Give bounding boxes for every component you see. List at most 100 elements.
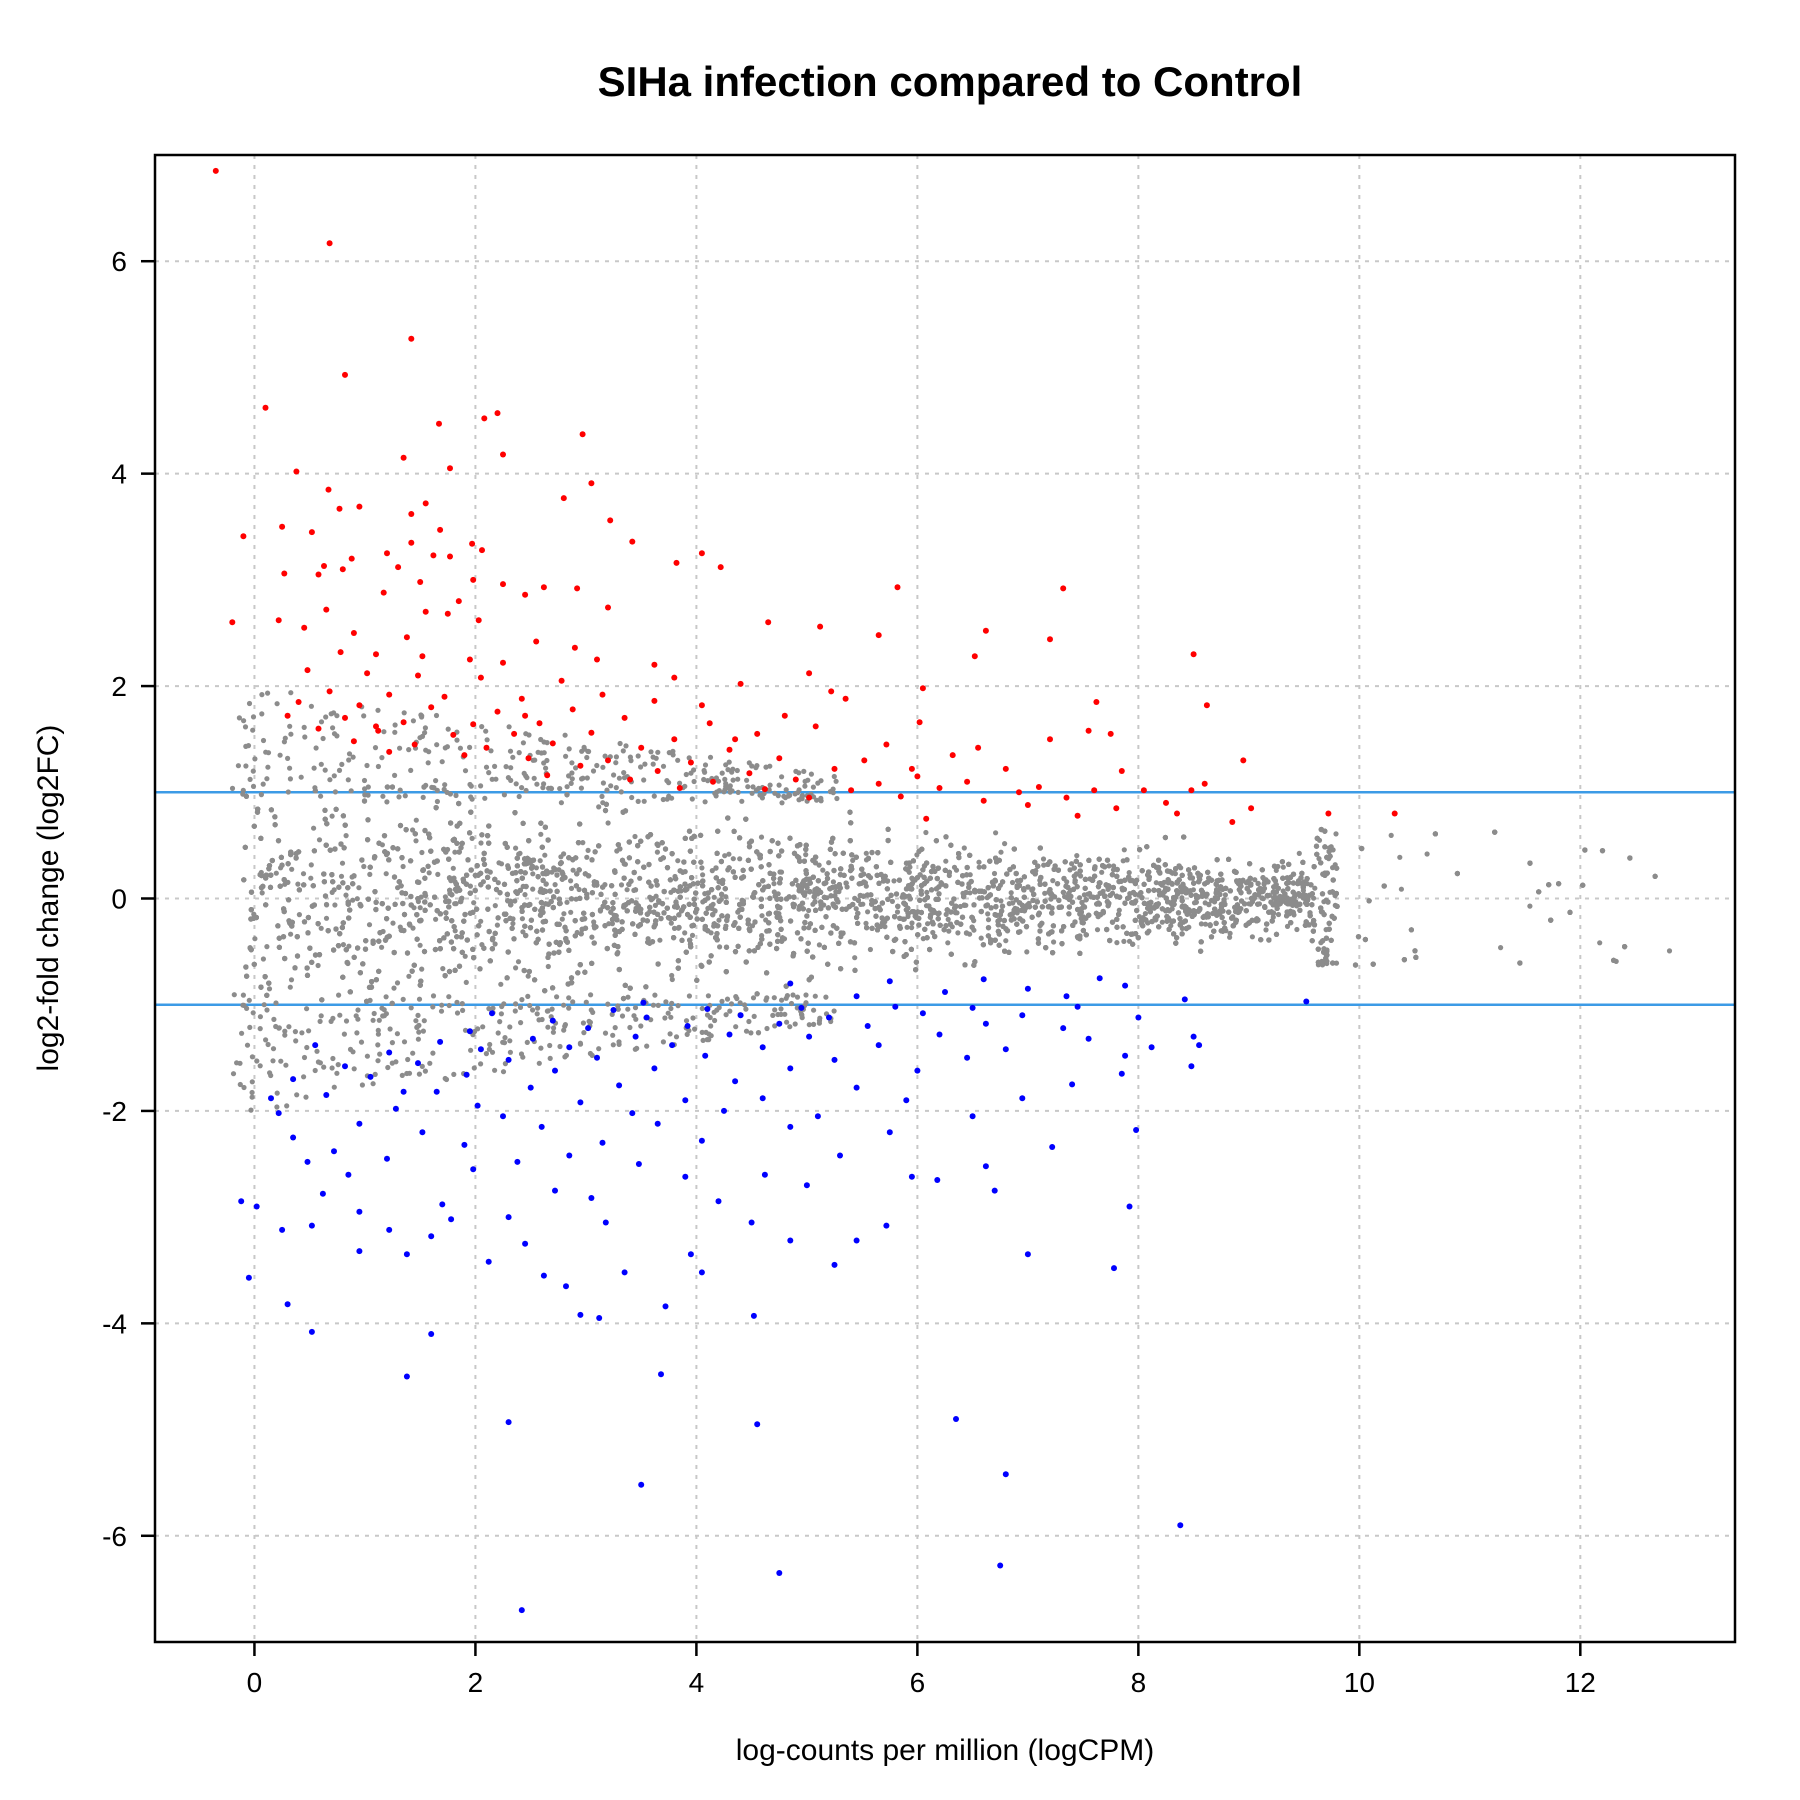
gene-point (576, 886, 582, 893)
gene-point (356, 885, 362, 891)
gene-point (391, 985, 397, 991)
gene-point (1233, 895, 1239, 902)
gene-point (978, 935, 984, 941)
threshold-lines (155, 791, 1735, 1006)
gene-point (596, 804, 602, 810)
gene-point (699, 865, 705, 871)
gene-point (909, 920, 915, 926)
gene-point (264, 944, 270, 950)
gene-point (564, 899, 570, 905)
gene-point (1597, 940, 1603, 946)
gene-point (440, 966, 446, 972)
gene-point (1111, 863, 1117, 869)
gene-point (406, 973, 412, 979)
gene-point (288, 931, 294, 937)
gene-point (624, 887, 630, 893)
gene-point (513, 965, 519, 971)
gene-point (998, 898, 1004, 904)
gene-point (469, 835, 475, 842)
gene-point (452, 901, 458, 907)
grid-lines (155, 155, 1735, 1642)
gene-point (260, 956, 266, 962)
gene-point (976, 864, 982, 870)
gene-point (589, 934, 595, 940)
gene-point (943, 911, 949, 918)
gene-point (1227, 930, 1233, 937)
gene-point (530, 871, 536, 877)
gene-point (1050, 878, 1056, 884)
gene-point (652, 902, 659, 909)
gene-point (945, 940, 951, 946)
gene-point (471, 900, 477, 906)
gene-point (510, 920, 516, 927)
gene-point (323, 915, 330, 921)
gene-point (1275, 911, 1282, 918)
gene-point (525, 973, 531, 979)
gene-point (951, 864, 958, 870)
gene-point (830, 879, 837, 885)
gene-point (894, 909, 901, 915)
gene-point (1284, 923, 1291, 930)
gene-point (343, 833, 349, 839)
gene-point (419, 966, 425, 972)
gene-point (417, 942, 423, 948)
gene-point (1051, 939, 1057, 945)
gene-point (542, 852, 548, 858)
gene-point (295, 881, 301, 887)
gene-point (618, 882, 625, 888)
gene-point (530, 886, 536, 892)
gene-point (957, 903, 964, 910)
gene-point (350, 897, 356, 903)
gene-point (568, 878, 574, 884)
gene-point (1312, 885, 1318, 891)
gene-point (492, 903, 498, 909)
gene-point (1008, 890, 1014, 896)
gene-point (863, 850, 869, 856)
gene-point (533, 865, 540, 871)
gene-point (266, 986, 273, 992)
gene-point (496, 860, 502, 866)
gene-point (273, 870, 279, 876)
gene-point (1252, 877, 1258, 883)
gene-point (668, 920, 674, 926)
gene-point (985, 917, 992, 923)
gene-point (700, 872, 706, 878)
gene-point (976, 859, 982, 865)
gene-point (1121, 938, 1127, 945)
gene-point (816, 862, 822, 868)
gene-point (1316, 856, 1322, 862)
gene-point (264, 1007, 270, 1013)
gene-point (426, 870, 432, 876)
gene-point (682, 930, 688, 936)
gene-point (1006, 901, 1012, 907)
gene-point (771, 881, 777, 887)
gene-point (723, 894, 729, 900)
gene-point (806, 925, 812, 931)
gene-point (826, 860, 832, 866)
gene-point (1121, 847, 1127, 853)
gene-point (1081, 892, 1087, 898)
gene-point (1142, 911, 1148, 917)
gene-point (495, 880, 501, 886)
gene-point (570, 867, 576, 873)
gene-point (891, 878, 897, 884)
gene-point (452, 928, 458, 934)
gene-point (1002, 841, 1008, 847)
gene-point (993, 830, 999, 836)
gene-point (806, 907, 812, 914)
gene-point (354, 896, 360, 902)
gene-point (759, 913, 765, 919)
gene-point (1198, 921, 1204, 927)
gene-point (315, 962, 321, 969)
gene-point (711, 894, 717, 900)
gene-point (394, 980, 401, 986)
gene-point (998, 849, 1004, 855)
gene-point (852, 955, 858, 961)
gene-point (498, 981, 504, 987)
gene-point (1003, 938, 1009, 944)
gene-point (961, 845, 967, 851)
gene-point (413, 838, 419, 844)
gene-point (1067, 867, 1073, 873)
gene-point (991, 870, 998, 877)
gene-point (584, 854, 590, 860)
